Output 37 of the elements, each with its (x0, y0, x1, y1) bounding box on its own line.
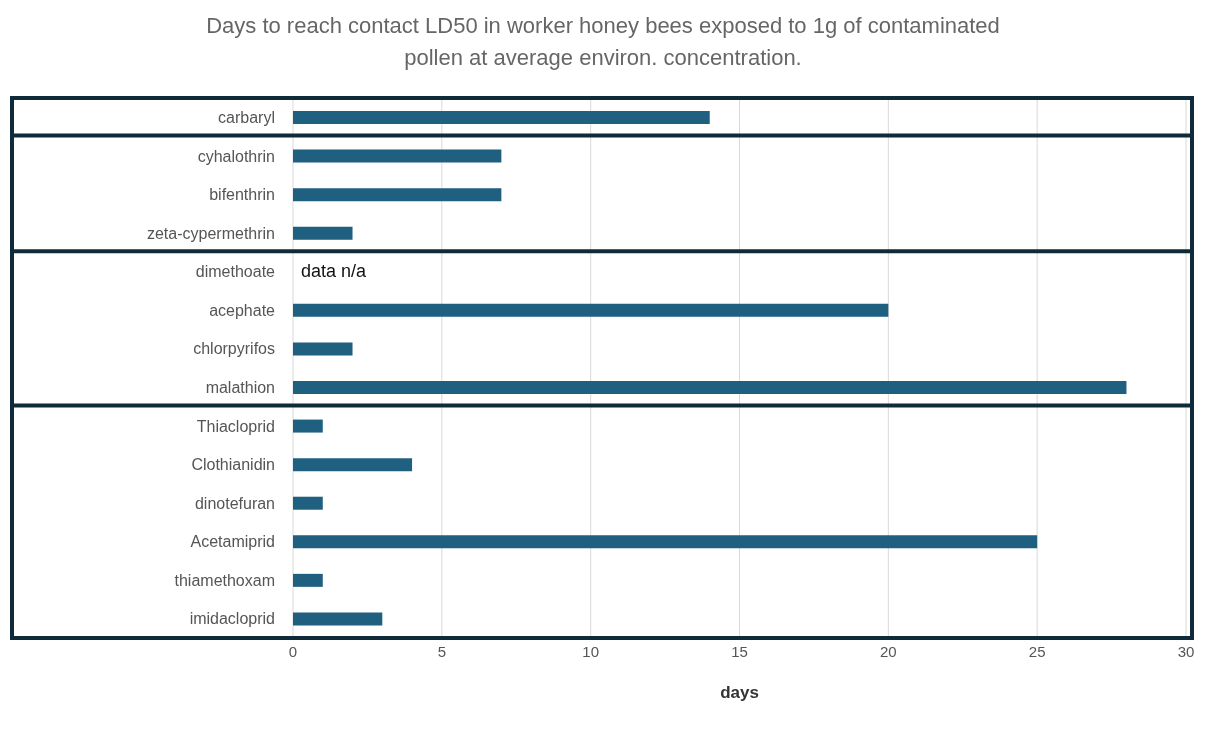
y-tick-label: Thiacloprid (196, 417, 275, 435)
y-tick-label: zeta-cypermethrin (146, 224, 275, 242)
bar (293, 573, 323, 587)
y-tick-label: dinotefuran (194, 494, 275, 512)
bar (293, 496, 323, 510)
bar (293, 419, 323, 433)
y-tick-label: cyhalothrin (197, 147, 275, 165)
bar (293, 303, 889, 317)
x-tick-label: 25 (1028, 642, 1046, 660)
bar (293, 342, 353, 356)
bar (293, 458, 413, 472)
x-tick-label: 15 (731, 642, 748, 660)
y-tick-label: bifenthrin (209, 186, 275, 204)
y-tick-label: imidacloprid (189, 610, 275, 628)
bar (293, 188, 502, 202)
annotation: data n/a (301, 260, 367, 282)
y-tick-label: dimethoate (195, 263, 276, 281)
y-tick-label: carbaryl (218, 108, 275, 126)
bar (293, 111, 710, 124)
bar (293, 612, 383, 626)
x-tick-label: 5 (437, 642, 447, 660)
y-tick-label: malathion (205, 378, 275, 396)
bar (293, 226, 353, 240)
y-tick-label: chlorpyrifos (193, 340, 275, 358)
bar (293, 381, 1127, 394)
chart-title: Days to reach contact LD50 in worker honey bees exposed to 1g of contaminated pollen at average environ. concentration. (205, 12, 1001, 72)
bar (293, 149, 502, 163)
x-tick-label: 20 (879, 642, 897, 660)
y-tick-label: acephate (209, 301, 276, 319)
y-tick-label: Clothianidin (191, 456, 275, 474)
x-axis-title: days (720, 683, 759, 702)
bar (293, 535, 1038, 549)
x-tick-label: 30 (1177, 642, 1195, 660)
y-tick-label: Acetamiprid (190, 533, 275, 551)
x-tick-label: 0 (288, 642, 298, 660)
x-tick-label: 10 (582, 642, 600, 660)
y-tick-label: thiamethoxam (174, 571, 275, 589)
